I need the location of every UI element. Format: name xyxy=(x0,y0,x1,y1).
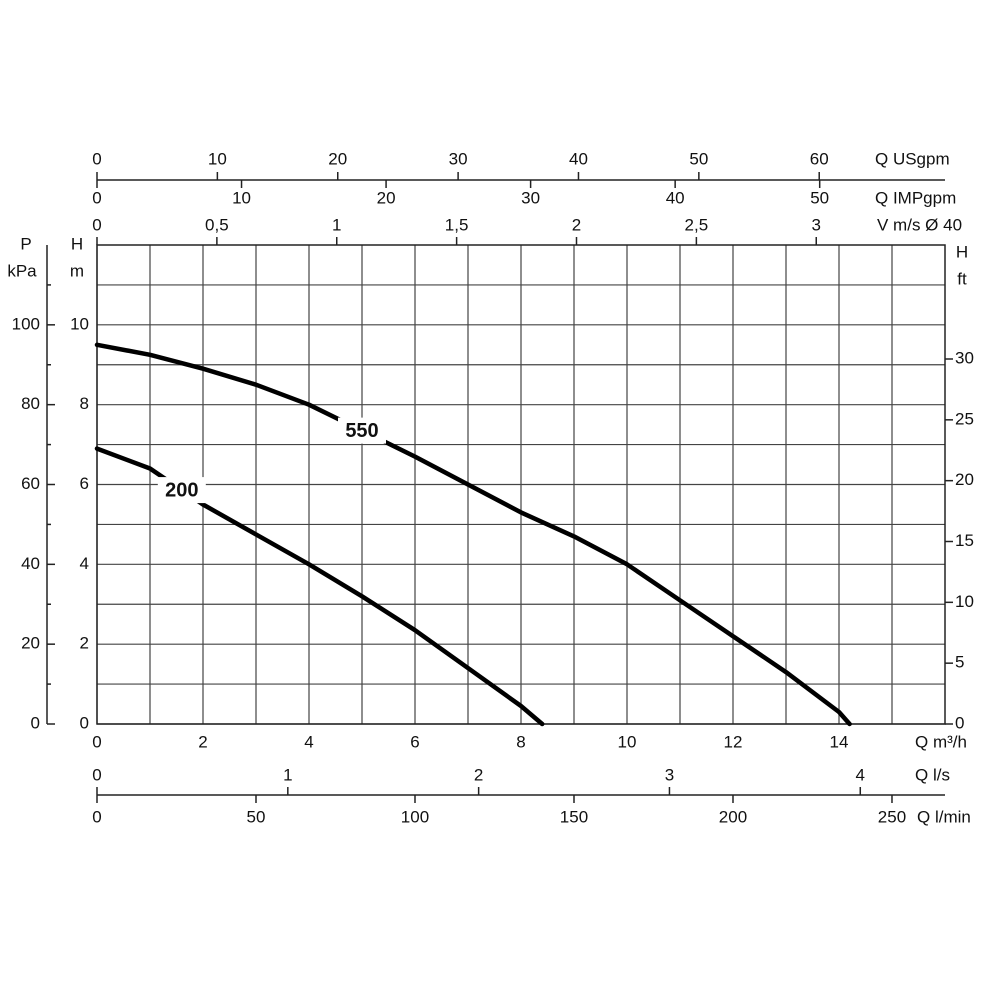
y-tick-label: 0 xyxy=(80,713,89,732)
axis-unit-label: Q USgpm xyxy=(875,149,950,168)
tick-label: 2 xyxy=(474,765,483,784)
tick-label: 50 xyxy=(810,188,829,207)
tick-label: 0 xyxy=(92,807,101,826)
plot-frame xyxy=(96,244,946,725)
tick-label: 0 xyxy=(31,713,40,732)
tick-label: 0 xyxy=(92,215,101,234)
tick-label: 0,5 xyxy=(205,215,229,234)
y-tick-label: 2 xyxy=(80,634,89,653)
tick-label: 1 xyxy=(283,765,292,784)
tick-label: 60 xyxy=(21,474,40,493)
axis-unit-label: V m/s Ø 40 xyxy=(877,215,962,234)
tick-label: 40 xyxy=(666,188,685,207)
tick-label: 20 xyxy=(328,149,347,168)
axis-unit-label: Q l/min xyxy=(917,807,971,826)
tick-label: 0 xyxy=(92,188,101,207)
tick-label: 2 xyxy=(572,215,581,234)
tick-label: 80 xyxy=(21,394,40,413)
tick-label: 30 xyxy=(449,149,468,168)
x-tick-label: 14 xyxy=(830,732,849,751)
curve-label: 550 xyxy=(345,420,378,442)
tick-label: 0 xyxy=(92,765,101,784)
y-tick-label: 8 xyxy=(80,394,89,413)
tick-label: 100 xyxy=(401,807,429,826)
tick-label: 50 xyxy=(689,149,708,168)
x-axis-label: Q m³/h xyxy=(915,732,967,751)
tick-label: 3 xyxy=(812,215,821,234)
tick-label: 20 xyxy=(21,634,40,653)
tick-label: 10 xyxy=(955,592,974,611)
tick-label: 0 xyxy=(955,713,964,732)
x-tick-label: 4 xyxy=(304,732,313,751)
x-tick-label: 12 xyxy=(724,732,743,751)
x-tick-label: 8 xyxy=(516,732,525,751)
y-tick-label: 4 xyxy=(80,554,89,573)
tick-label: 0 xyxy=(92,149,101,168)
tick-label: 50 xyxy=(247,807,266,826)
curve-label-bg xyxy=(157,477,206,504)
pump-curve xyxy=(94,342,852,727)
x-tick-label: 10 xyxy=(618,732,637,751)
axis-unit-label: Q IMPgpm xyxy=(875,188,956,207)
tick-label: 2,5 xyxy=(685,215,709,234)
tick-label: 4 xyxy=(856,765,865,784)
tick-label: 20 xyxy=(377,188,396,207)
tick-label: 40 xyxy=(21,554,40,573)
tick-label: 10 xyxy=(232,188,251,207)
curve-label: 200 xyxy=(165,479,198,501)
tick-label: 150 xyxy=(560,807,588,826)
tick-label: 10 xyxy=(208,149,227,168)
y-tick-label: 10 xyxy=(70,314,89,333)
tick-label: 20 xyxy=(955,470,974,489)
axis-unit-label: H xyxy=(956,242,968,261)
curve-label-bg xyxy=(338,417,386,444)
tick-label: 250 xyxy=(878,807,906,826)
tick-label: 1,5 xyxy=(445,215,469,234)
x-tick-label: 6 xyxy=(410,732,419,751)
y-tick-label: 6 xyxy=(80,474,89,493)
tick-label: 30 xyxy=(521,188,540,207)
tick-label: 60 xyxy=(810,149,829,168)
tick-label: 1 xyxy=(332,215,341,234)
y-axis-label: H xyxy=(71,234,83,253)
tick-label: 40 xyxy=(569,149,588,168)
x-tick-label: 2 xyxy=(198,732,207,751)
tick-label: 25 xyxy=(955,409,974,428)
x-tick-label: 0 xyxy=(92,732,101,751)
tick-label: 100 xyxy=(12,314,40,333)
tick-label: 200 xyxy=(719,807,747,826)
axis-unit-label: ft xyxy=(957,269,967,288)
axis-unit-label: kPa xyxy=(7,261,37,280)
axis-unit-label: P xyxy=(20,234,31,253)
tick-label: 15 xyxy=(955,531,974,550)
y-axis-label: m xyxy=(70,261,84,280)
tick-label: 5 xyxy=(955,653,964,672)
tick-label: 3 xyxy=(665,765,674,784)
tick-label: 30 xyxy=(955,348,974,367)
axis-unit-label: Q l/s xyxy=(915,765,950,784)
